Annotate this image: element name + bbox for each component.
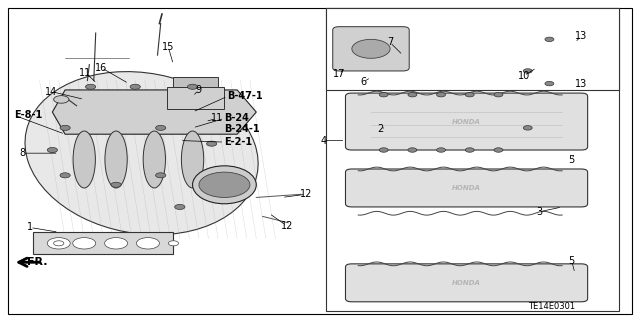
Text: FR.: FR.	[19, 257, 47, 267]
Text: 4: 4	[320, 136, 326, 145]
Circle shape	[111, 182, 121, 187]
Text: 15: 15	[162, 42, 175, 52]
Circle shape	[168, 241, 179, 246]
Text: 5: 5	[568, 256, 575, 266]
Ellipse shape	[143, 131, 166, 188]
Text: 13: 13	[575, 31, 588, 41]
Text: 10: 10	[518, 71, 530, 81]
Circle shape	[494, 148, 503, 152]
Circle shape	[545, 81, 554, 86]
Text: HONDA: HONDA	[452, 119, 481, 124]
Circle shape	[465, 93, 474, 97]
Circle shape	[156, 173, 166, 178]
Circle shape	[207, 141, 217, 146]
Text: HONDA: HONDA	[452, 185, 481, 191]
FancyBboxPatch shape	[346, 93, 588, 150]
Text: 14: 14	[45, 86, 57, 97]
Text: 6: 6	[360, 77, 366, 87]
Circle shape	[156, 125, 166, 130]
Circle shape	[104, 238, 127, 249]
Text: TE14E0301: TE14E0301	[528, 302, 575, 311]
Text: 3: 3	[537, 207, 543, 217]
Text: 9: 9	[196, 85, 202, 95]
Circle shape	[380, 148, 388, 152]
Circle shape	[436, 148, 445, 152]
Circle shape	[465, 148, 474, 152]
Bar	[33, 232, 173, 254]
Text: 11: 11	[79, 68, 92, 78]
Text: 12: 12	[300, 189, 312, 199]
Bar	[326, 8, 620, 90]
Circle shape	[408, 148, 417, 152]
Ellipse shape	[25, 71, 258, 235]
Text: 2: 2	[378, 124, 383, 135]
Text: B-24: B-24	[225, 113, 250, 123]
Bar	[326, 8, 620, 311]
Bar	[173, 77, 218, 87]
Text: 17: 17	[333, 69, 346, 79]
Circle shape	[86, 84, 96, 89]
Polygon shape	[52, 90, 256, 134]
Circle shape	[352, 39, 390, 58]
Circle shape	[47, 147, 58, 152]
Text: B-47-1: B-47-1	[228, 91, 263, 101]
Text: HONDA: HONDA	[452, 280, 481, 286]
Circle shape	[436, 93, 445, 97]
Text: E-8-1: E-8-1	[14, 110, 42, 120]
Text: 12: 12	[281, 221, 293, 231]
Circle shape	[60, 125, 70, 130]
Circle shape	[524, 69, 532, 73]
Circle shape	[47, 238, 70, 249]
Text: B-24-1: B-24-1	[225, 124, 260, 135]
Text: 1: 1	[27, 222, 33, 233]
Circle shape	[60, 173, 70, 178]
Circle shape	[545, 37, 554, 41]
Bar	[167, 87, 225, 109]
Circle shape	[408, 93, 417, 97]
Circle shape	[54, 96, 69, 103]
Circle shape	[494, 93, 503, 97]
Text: 11: 11	[211, 113, 223, 123]
Text: 13: 13	[575, 78, 588, 89]
Circle shape	[188, 84, 198, 89]
Ellipse shape	[73, 131, 95, 188]
Text: 5: 5	[568, 154, 575, 165]
Circle shape	[54, 241, 64, 246]
Text: 16: 16	[95, 63, 108, 73]
Circle shape	[73, 238, 96, 249]
Text: 7: 7	[387, 38, 393, 48]
Circle shape	[175, 204, 185, 210]
Circle shape	[524, 126, 532, 130]
Ellipse shape	[105, 131, 127, 188]
Circle shape	[199, 172, 250, 197]
FancyBboxPatch shape	[333, 27, 409, 71]
Ellipse shape	[193, 166, 256, 204]
Text: 8: 8	[19, 148, 26, 158]
Circle shape	[130, 84, 140, 89]
FancyBboxPatch shape	[346, 169, 588, 207]
Ellipse shape	[181, 131, 204, 188]
Circle shape	[136, 238, 159, 249]
FancyBboxPatch shape	[346, 264, 588, 302]
Circle shape	[380, 93, 388, 97]
Text: E-2-1: E-2-1	[225, 137, 253, 147]
